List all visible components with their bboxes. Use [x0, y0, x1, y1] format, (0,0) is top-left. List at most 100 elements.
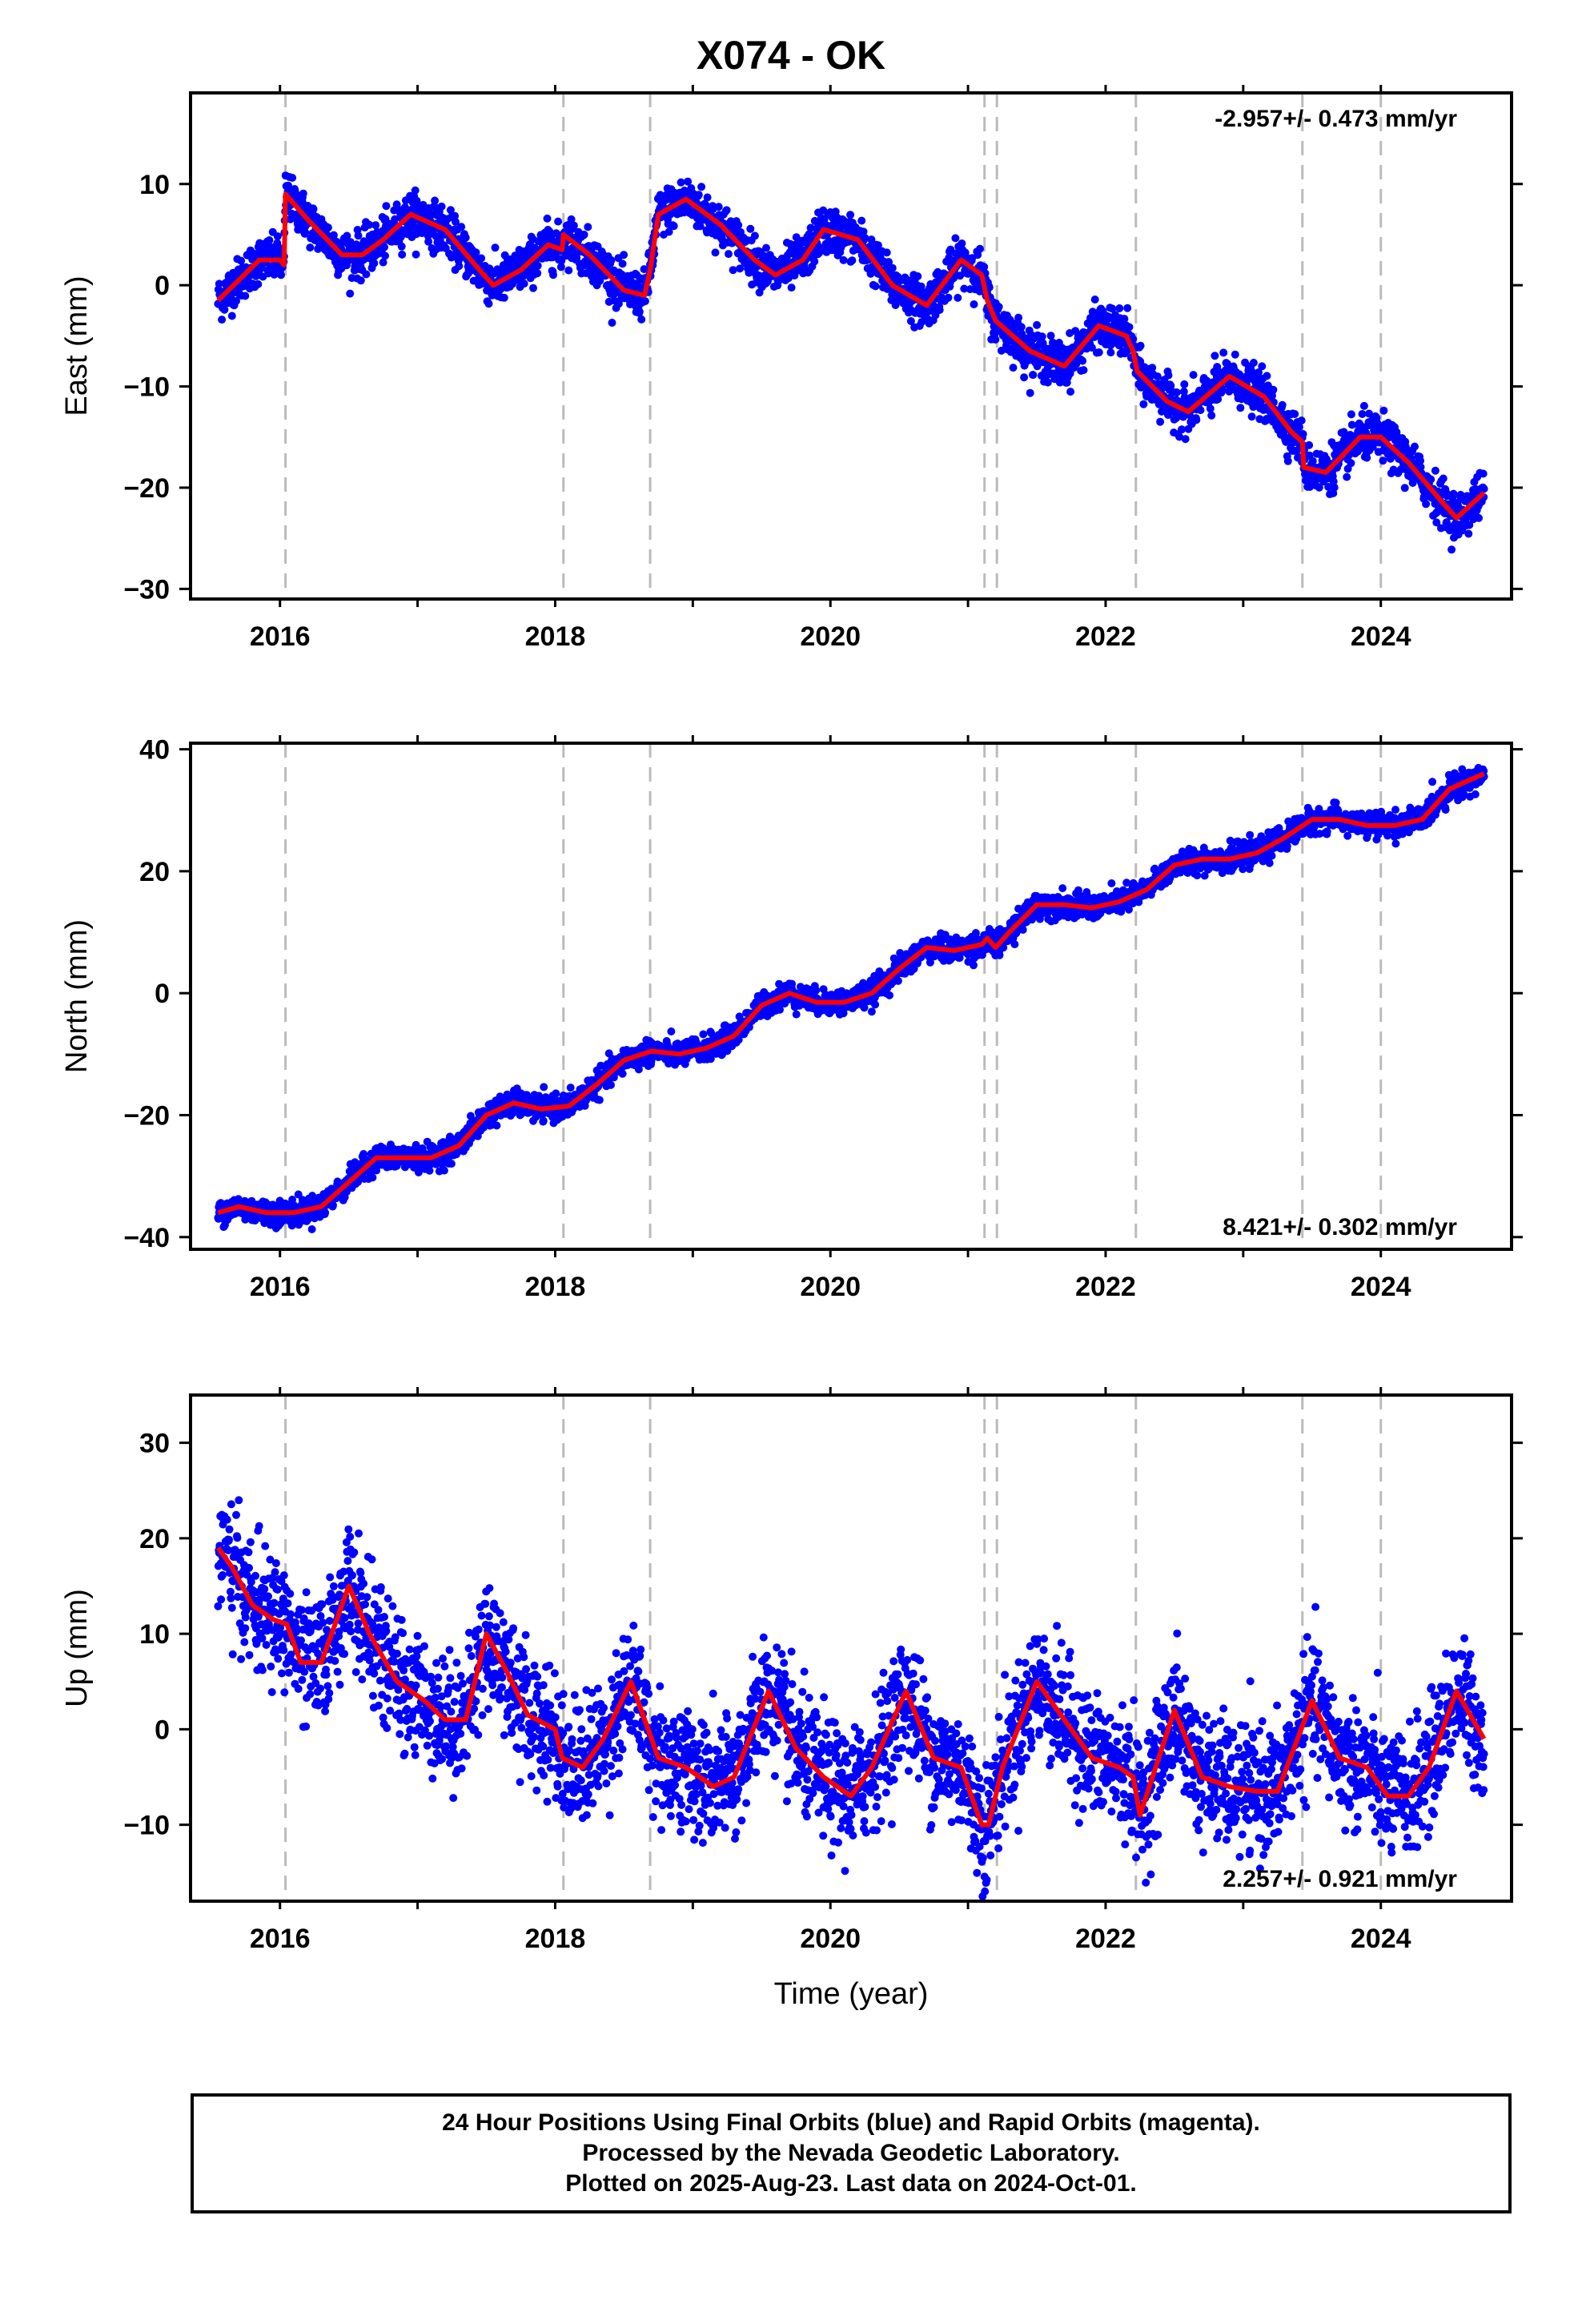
- data-point: [520, 279, 528, 288]
- data-point: [1090, 296, 1099, 304]
- data-point: [539, 1116, 548, 1125]
- data-point: [722, 206, 731, 215]
- y-tick-label: −30: [123, 574, 170, 605]
- data-point: [1343, 472, 1351, 481]
- data-point: [567, 215, 576, 223]
- rate-label: -2.957+/- 0.473 mm/yr: [1215, 106, 1457, 132]
- data-point: [1449, 489, 1458, 498]
- data-point: [1269, 385, 1278, 394]
- data-point: [595, 1096, 604, 1104]
- data-point: [569, 221, 578, 230]
- data-point: [699, 1030, 708, 1039]
- data-point: [944, 293, 953, 302]
- data-point: [620, 251, 628, 259]
- data-point: [215, 279, 223, 288]
- data-point: [1139, 400, 1148, 408]
- data-point: [237, 256, 246, 265]
- data-point: [554, 217, 563, 226]
- data-point: [762, 243, 770, 252]
- data-point: [994, 303, 1003, 312]
- data-point: [472, 248, 480, 257]
- x-tick-label: 2020: [800, 621, 861, 652]
- data-point: [220, 305, 229, 314]
- y-tick-label: −10: [123, 372, 170, 403]
- data-point: [323, 223, 332, 232]
- data-point: [379, 258, 387, 267]
- data-point: [1379, 456, 1387, 465]
- data-point: [549, 271, 557, 279]
- data-point: [1211, 352, 1219, 360]
- data-point: [321, 1208, 330, 1217]
- data-point: [787, 283, 796, 292]
- data-point: [846, 211, 855, 219]
- data-point: [714, 203, 723, 211]
- data-point: [457, 223, 466, 231]
- data-point: [1014, 313, 1023, 322]
- data-point: [284, 181, 292, 190]
- page-title: X074 - OK: [696, 33, 886, 78]
- data-point: [232, 296, 240, 305]
- y-axis-title: East (mm): [60, 275, 94, 416]
- data-point: [1026, 388, 1034, 397]
- data-point: [839, 255, 848, 264]
- data-point: [1079, 366, 1088, 375]
- data-point: [1043, 378, 1052, 387]
- data-point: [301, 228, 310, 237]
- data-point: [736, 264, 745, 273]
- data-point: [1125, 323, 1134, 332]
- data-point: [1291, 410, 1299, 418]
- data-point: [299, 189, 307, 198]
- data-point: [734, 221, 743, 230]
- data-point: [1283, 456, 1292, 465]
- data-point: [362, 270, 371, 279]
- data-point: [382, 202, 391, 211]
- data-point: [1020, 373, 1029, 382]
- x-tick-label: 2018: [525, 621, 586, 652]
- data-point: [1464, 529, 1473, 538]
- data-point: [1219, 348, 1228, 357]
- data-point: [1258, 362, 1267, 371]
- data-point: [1347, 410, 1355, 419]
- data-point: [607, 256, 616, 264]
- data-point: [241, 292, 250, 300]
- data-point: [1033, 320, 1042, 329]
- data-point: [1475, 513, 1483, 522]
- data-point: [400, 203, 409, 211]
- data-point: [564, 266, 573, 275]
- data-point: [1431, 466, 1439, 475]
- data-point: [1153, 372, 1162, 381]
- data-point: [976, 244, 984, 253]
- data-point: [431, 196, 440, 205]
- data-point: [288, 174, 297, 182]
- data-point: [970, 300, 978, 308]
- data-point: [265, 236, 274, 244]
- y-tick-label: 10: [139, 170, 170, 200]
- data-point: [750, 231, 759, 240]
- data-point: [425, 1166, 434, 1175]
- data-point: [637, 315, 646, 324]
- data-point: [1078, 356, 1087, 365]
- data-point: [991, 336, 1000, 344]
- data-point: [277, 271, 285, 279]
- data-point: [1189, 371, 1198, 380]
- data-point: [566, 1084, 575, 1092]
- data-point: [1439, 474, 1447, 483]
- y-tick-label: −20: [123, 473, 170, 504]
- data-point: [227, 312, 236, 320]
- data-point: [729, 266, 737, 275]
- data-point: [810, 257, 819, 266]
- data-point: [1347, 459, 1355, 468]
- data-point: [640, 297, 649, 306]
- x-tick-label: 2022: [1075, 621, 1136, 652]
- data-point: [792, 1010, 801, 1019]
- data-point: [461, 233, 470, 242]
- data-point: [1181, 435, 1190, 444]
- data-point: [411, 186, 420, 195]
- data-point: [608, 319, 616, 327]
- data-point: [556, 263, 565, 271]
- data-point: [440, 1166, 448, 1175]
- data-point: [356, 276, 365, 285]
- data-point: [218, 316, 227, 324]
